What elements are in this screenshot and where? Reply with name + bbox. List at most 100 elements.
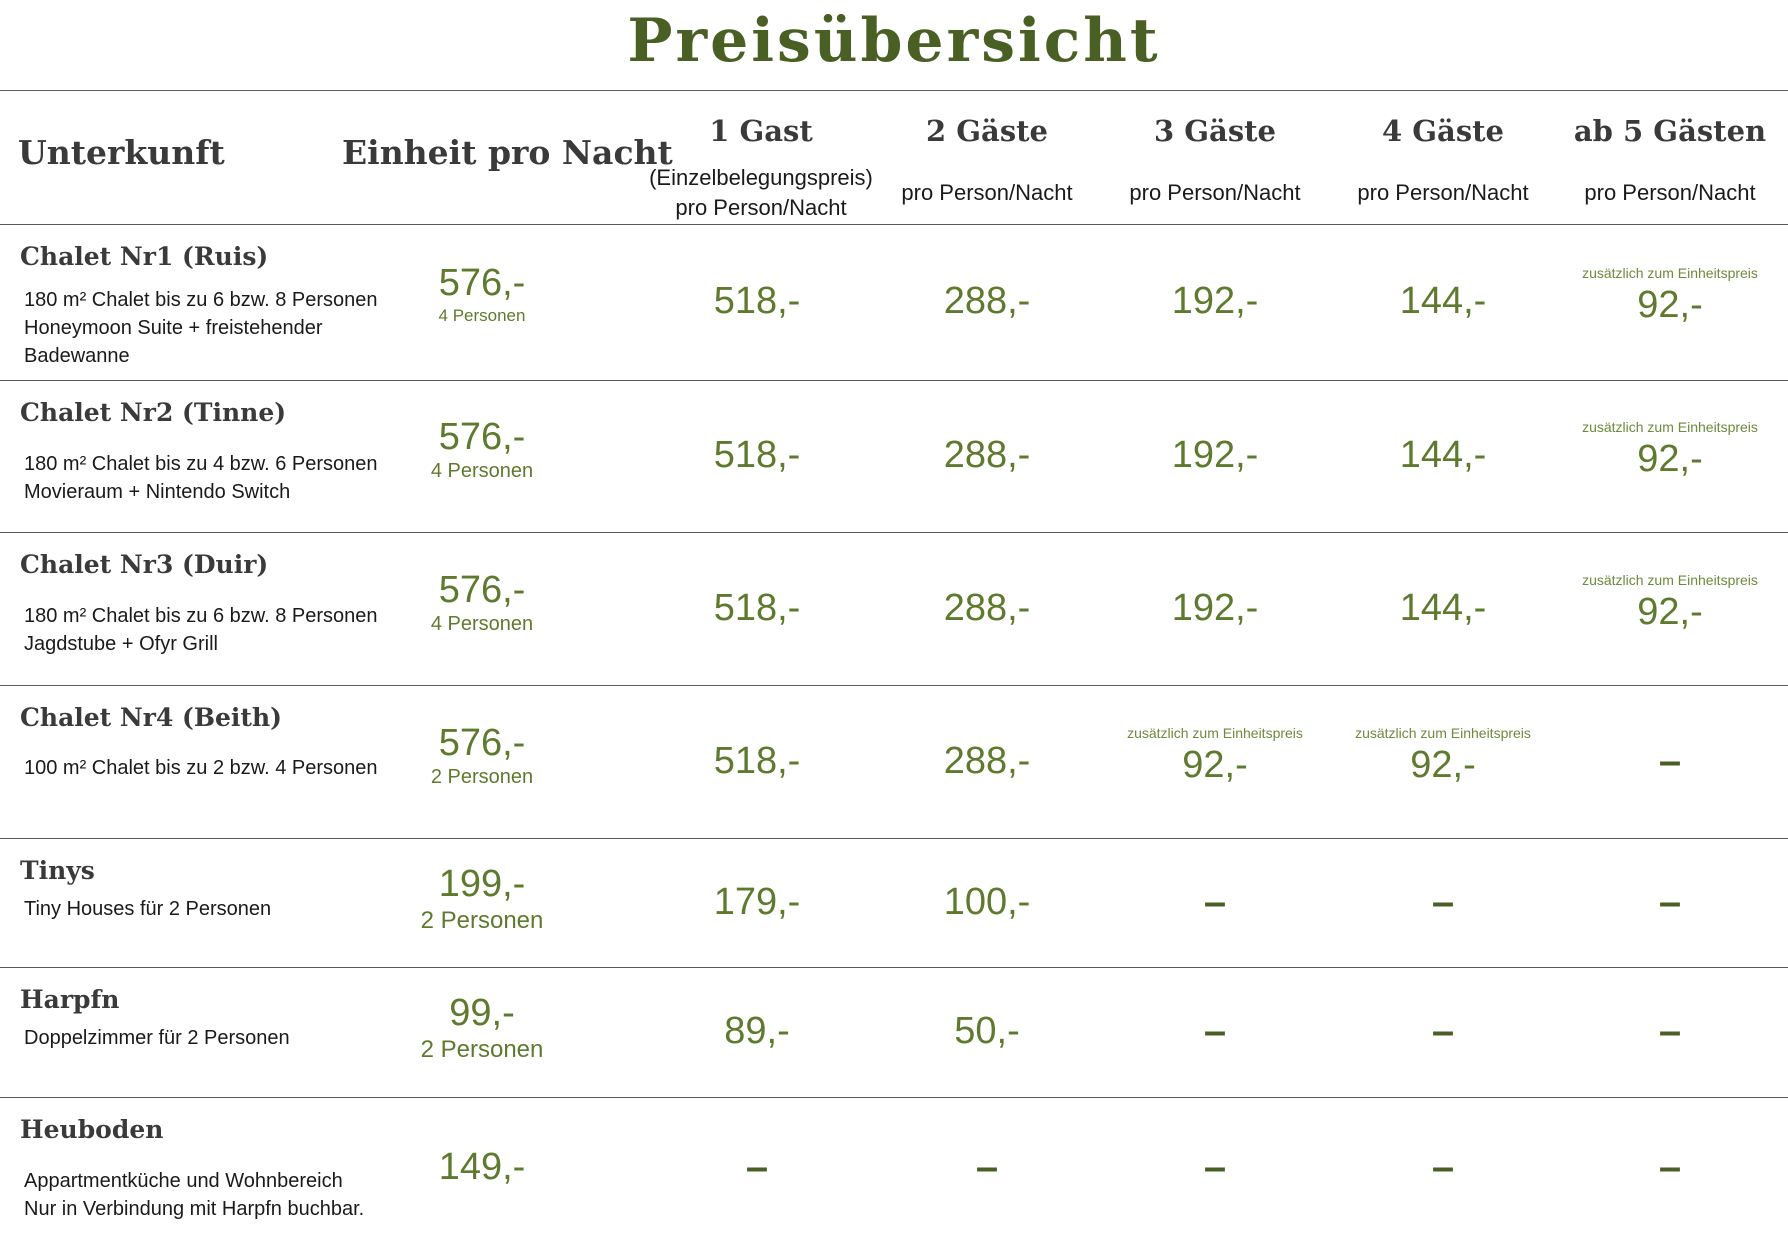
- description-line: 180 m² Chalet bis zu 6 bzw. 8 Personen: [24, 289, 378, 311]
- accommodation-description: Appartmentküche und Wohnbereich Nur in Ve…: [24, 1167, 364, 1223]
- unit-price-value: 99,-: [449, 992, 515, 1034]
- divider: [0, 90, 1788, 91]
- description-line: Movieraum + Nintendo Switch: [24, 481, 291, 503]
- price-value: 144,-: [1399, 586, 1487, 629]
- price-value: 144,-: [1399, 280, 1487, 322]
- price-cell: –: [1560, 1144, 1780, 1190]
- price-dash: –: [1203, 1009, 1227, 1053]
- header-2-gaeste: 2 Gäste: [925, 114, 1048, 148]
- accommodation-name: Chalet Nr4 (Beith): [20, 703, 282, 732]
- unit-price: 576,- 4 Personen: [382, 414, 582, 483]
- price-dash: –: [1658, 738, 1682, 783]
- price-cell: –: [1333, 1144, 1553, 1190]
- unit-price: 576,- 4 Personen: [382, 567, 582, 636]
- price-value: 89,-: [724, 1010, 790, 1052]
- page-title: Preisübersicht: [627, 6, 1161, 76]
- accommodation-name: Chalet Nr2 (Tinne): [20, 398, 287, 427]
- price-cell: 288,-: [877, 738, 1097, 784]
- price-cell: 192,-: [1105, 432, 1325, 478]
- price-cell: 518,-: [647, 432, 867, 478]
- price-cell: 288,-: [877, 278, 1097, 324]
- unit-price: 576,- 2 Personen: [382, 720, 582, 789]
- price-cell: –: [1105, 1144, 1325, 1190]
- description-line: 180 m² Chalet bis zu 4 bzw. 6 Personen: [24, 453, 378, 475]
- price-value: 288,-: [943, 280, 1031, 322]
- unit-price: 576,- 4 Personen: [382, 260, 582, 326]
- price-value: 92,-: [1637, 590, 1703, 633]
- price-cell: –: [1105, 879, 1325, 925]
- price-value: 92,-: [1182, 743, 1248, 786]
- header-1-gast-sub: (Einzelbelegungspreis) pro Person/Nacht: [649, 165, 873, 220]
- header-ab-5-gaesten: ab 5 Gästen: [1573, 114, 1767, 148]
- row-divider: [0, 380, 1788, 381]
- description-line: Nur in Verbindung mit Harpfn buchbar.: [24, 1198, 365, 1220]
- price-value: 144,-: [1399, 434, 1487, 476]
- unit-persons: 4 Personen: [438, 306, 526, 325]
- row-divider: [0, 967, 1788, 968]
- header-ab-5-gaesten-sub: pro Person/Nacht: [1584, 180, 1756, 205]
- header-unterkunft: Unterkunft: [18, 133, 225, 172]
- accommodation-name: Chalet Nr1 (Ruis): [20, 242, 269, 271]
- row-divider: [0, 838, 1788, 839]
- price-note: zusätzlich zum Einheitspreis: [1582, 265, 1758, 281]
- price-value: 288,-: [943, 739, 1031, 782]
- header-2-gaeste-sub: pro Person/Nacht: [901, 180, 1073, 205]
- price-value: 179,-: [713, 880, 801, 923]
- unit-price: 199,- 2 Personen: [382, 861, 582, 935]
- description-line: Tiny Houses für 2 Personen: [24, 897, 272, 920]
- price-cell: zusätzlich zum Einheitspreis 92,-: [1105, 724, 1325, 788]
- description-line: Jagdstube + Ofyr Grill: [24, 633, 218, 655]
- unit-price-value: 576,-: [438, 568, 526, 611]
- price-dash: –: [1658, 1144, 1682, 1189]
- price-dash: –: [1431, 1144, 1455, 1189]
- price-value: 192,-: [1171, 280, 1259, 322]
- price-cell: 518,-: [647, 585, 867, 631]
- accommodation-description: 100 m² Chalet bis zu 2 bzw. 4 Personen: [24, 754, 378, 782]
- price-cell: 288,-: [877, 585, 1097, 631]
- unit-persons: 2 Personen: [420, 1036, 544, 1063]
- header-4-gaeste: 4 Gäste: [1381, 114, 1504, 148]
- unit-price-value: 149,-: [438, 1145, 526, 1188]
- unit-price: 149,-: [382, 1144, 582, 1190]
- price-note: zusätzlich zum Einheitspreis: [1582, 419, 1758, 435]
- price-cell: zusätzlich zum Einheitspreis 92,-: [1560, 571, 1780, 635]
- row-divider: [0, 532, 1788, 533]
- row-divider: [0, 685, 1788, 686]
- header-3-gaeste-sub: pro Person/Nacht: [1129, 180, 1301, 205]
- price-cell: 288,-: [877, 432, 1097, 478]
- unit-price-value: 576,-: [438, 416, 526, 458]
- price-value: 50,-: [954, 1010, 1020, 1052]
- divider: [0, 224, 1788, 225]
- unit-price: 99,- 2 Personen: [382, 990, 582, 1064]
- price-value: 288,-: [943, 586, 1031, 629]
- accommodation-description: Doppelzimmer für 2 Personen: [24, 1024, 290, 1052]
- price-cell: 518,-: [647, 278, 867, 324]
- price-cell: –: [1333, 879, 1553, 925]
- unit-persons: 4 Personen: [430, 612, 534, 635]
- price-cell: 50,-: [877, 1008, 1097, 1054]
- accommodation-description: 180 m² Chalet bis zu 6 bzw. 8 Personen Ho…: [24, 286, 378, 370]
- price-dash: –: [1431, 879, 1455, 924]
- header-1-gast: 1 Gast: [709, 114, 813, 148]
- price-dash: –: [1658, 879, 1682, 924]
- price-value: 192,-: [1171, 586, 1259, 629]
- price-dash: –: [975, 1144, 999, 1189]
- price-dash: –: [745, 1144, 769, 1189]
- price-cell: –: [647, 1144, 867, 1190]
- description-line: Doppelzimmer für 2 Personen: [24, 1027, 290, 1049]
- price-value: 100,-: [943, 880, 1031, 923]
- price-note: zusätzlich zum Einheitspreis: [1127, 724, 1303, 741]
- price-cell: –: [877, 1144, 1097, 1190]
- description-line: Badewanne: [24, 345, 130, 367]
- price-cell: 144,-: [1333, 585, 1553, 631]
- price-cell: 179,-: [647, 879, 867, 925]
- price-cell: –: [1333, 1008, 1553, 1054]
- description-line: Appartmentküche und Wohnbereich: [24, 1170, 343, 1192]
- price-value: 92,-: [1637, 284, 1703, 326]
- price-value: 288,-: [943, 434, 1031, 476]
- accommodation-description: Tiny Houses für 2 Personen: [24, 895, 271, 923]
- price-cell: –: [1105, 1008, 1325, 1054]
- description-line: Honeymoon Suite + freistehender: [24, 317, 323, 339]
- accommodation-name: Tinys: [20, 856, 95, 885]
- price-cell: 89,-: [647, 1008, 867, 1054]
